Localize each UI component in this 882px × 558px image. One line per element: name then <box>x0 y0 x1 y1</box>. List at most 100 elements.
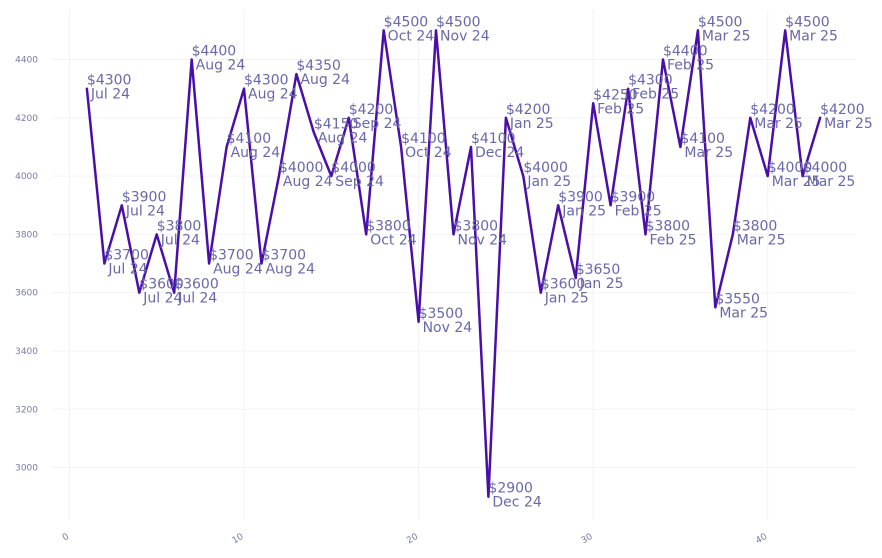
data-label-price: $3650 <box>576 262 621 278</box>
data-label-date: Oct 24 <box>370 232 417 248</box>
data-label-date: Aug 24 <box>283 174 333 190</box>
data-label-price: $4000 <box>768 160 813 176</box>
data-label-date: Jan 25 <box>561 203 606 219</box>
data-label-date: Mar 25 <box>719 305 768 321</box>
y-tick-label: 4200 <box>15 114 38 124</box>
data-label-date: Aug 24 <box>318 130 368 146</box>
data-label-date: Dec 24 <box>492 495 541 511</box>
data-label-date: Jan 25 <box>526 174 571 190</box>
data-label-price: $3700 <box>209 248 254 264</box>
data-label-price: $4200 <box>750 102 795 118</box>
data-label-price: $4200 <box>506 102 551 118</box>
data-label-price: $4400 <box>192 44 237 60</box>
y-tick-label: 4400 <box>15 56 38 66</box>
data-label-price: $4000 <box>523 160 568 176</box>
data-label-price: $3900 <box>611 189 656 205</box>
y-tick-label: 3400 <box>15 347 38 357</box>
data-label-price: $4500 <box>698 14 743 30</box>
grid-layer <box>52 10 855 520</box>
data-label-date: Mar 25 <box>807 174 856 190</box>
data-label-date: Aug 24 <box>265 262 315 278</box>
data-label-date: Jul 24 <box>177 291 217 307</box>
data-label-date: Aug 24 <box>300 72 350 88</box>
data-label-date: Oct 24 <box>405 145 452 161</box>
data-label-price: $3600 <box>174 277 219 293</box>
data-label-date: Jul 24 <box>160 232 200 248</box>
x-tick-label: 40 <box>754 532 769 547</box>
data-label-price: $3800 <box>733 218 778 234</box>
data-label-price: $3800 <box>454 218 499 234</box>
data-label-date: Aug 24 <box>196 58 246 74</box>
data-label-date: Dec 24 <box>475 145 524 161</box>
data-label-date: Jan 25 <box>509 116 554 132</box>
data-label-price: $4350 <box>296 58 341 74</box>
series-layer <box>85 29 822 498</box>
y-tick-label: 4000 <box>15 172 38 182</box>
data-label-price: $4500 <box>785 14 830 30</box>
data-label-date: Mar 25 <box>772 174 821 190</box>
data-label-date: Jul 24 <box>125 203 165 219</box>
x-tick-label: 20 <box>405 532 420 547</box>
data-label-price: $4300 <box>87 73 132 89</box>
data-label-price: $4400 <box>663 44 708 60</box>
data-label-price: $3800 <box>157 218 202 234</box>
data-label-date: Feb 25 <box>615 203 662 219</box>
data-label-price: $2900 <box>488 481 533 497</box>
data-label-date: Feb 25 <box>632 87 679 103</box>
data-label-date: Sep 24 <box>353 116 402 132</box>
data-label-date: Mar 25 <box>684 145 733 161</box>
data-label-price: $4200 <box>820 102 865 118</box>
data-label-date: Mar 25 <box>754 116 803 132</box>
data-label-price: $3700 <box>104 248 149 264</box>
data-label-date: Jan 25 <box>579 276 624 292</box>
data-label-date: Nov 24 <box>458 232 508 248</box>
data-label-date: Aug 24 <box>213 262 263 278</box>
y-tick-label: 3600 <box>15 289 38 299</box>
data-label-price: $3550 <box>715 291 760 307</box>
y-tick-label: 3000 <box>15 464 38 474</box>
data-label-date: Aug 24 <box>248 87 298 103</box>
data-label-price: $4000 <box>331 160 376 176</box>
data-label-price: $4100 <box>401 131 446 147</box>
data-label-date: Feb 25 <box>667 58 714 74</box>
x-tick-label: 10 <box>231 532 246 547</box>
data-label-date: Jan 25 <box>544 291 589 307</box>
data-label-date: Nov 24 <box>423 320 473 336</box>
data-label-price: $4300 <box>628 73 673 89</box>
data-label-date: Aug 24 <box>231 145 281 161</box>
data-label-date: Mar 25 <box>789 28 838 44</box>
data-label-price: $4200 <box>349 102 394 118</box>
data-label-date: Jul 24 <box>90 87 130 103</box>
data-label-date: Feb 25 <box>650 232 697 248</box>
data-label-date: Jul 24 <box>142 291 182 307</box>
y-tick-label: 3800 <box>15 230 38 240</box>
data-label-price: $4150 <box>314 116 359 132</box>
data-label-price: $4250 <box>593 87 638 103</box>
data-label-price: $3700 <box>261 248 306 264</box>
data-label-date: Oct 24 <box>388 28 435 44</box>
data-label-price: $3600 <box>139 277 184 293</box>
data-label-price: $3500 <box>419 306 464 322</box>
data-label-price: $3600 <box>541 277 586 293</box>
data-label-price: $3900 <box>558 189 603 205</box>
series-line-price <box>85 29 822 498</box>
data-label-price: $4000 <box>803 160 848 176</box>
y-axis: 3000 3200 3400 3600 3800 4000 4200 4400 <box>15 56 38 474</box>
data-label-price: $3800 <box>646 218 691 234</box>
x-tick-label: 30 <box>580 532 595 547</box>
data-label-date: Mar 25 <box>702 28 751 44</box>
data-label-date: Mar 25 <box>737 232 786 248</box>
data-label-price: $4300 <box>244 73 289 89</box>
x-tick-label: 0 <box>61 532 71 544</box>
data-label-price: $4500 <box>436 14 481 30</box>
data-label-date: Mar 25 <box>824 116 873 132</box>
data-label-price: $4500 <box>384 14 429 30</box>
y-tick-label: 3200 <box>15 405 38 415</box>
data-label-date: Nov 24 <box>440 28 490 44</box>
data-label-price: $3900 <box>122 189 167 205</box>
data-label-date: Sep 24 <box>335 174 384 190</box>
x-axis: 0 10 20 30 40 <box>61 532 769 547</box>
data-label-price: $3800 <box>366 218 411 234</box>
